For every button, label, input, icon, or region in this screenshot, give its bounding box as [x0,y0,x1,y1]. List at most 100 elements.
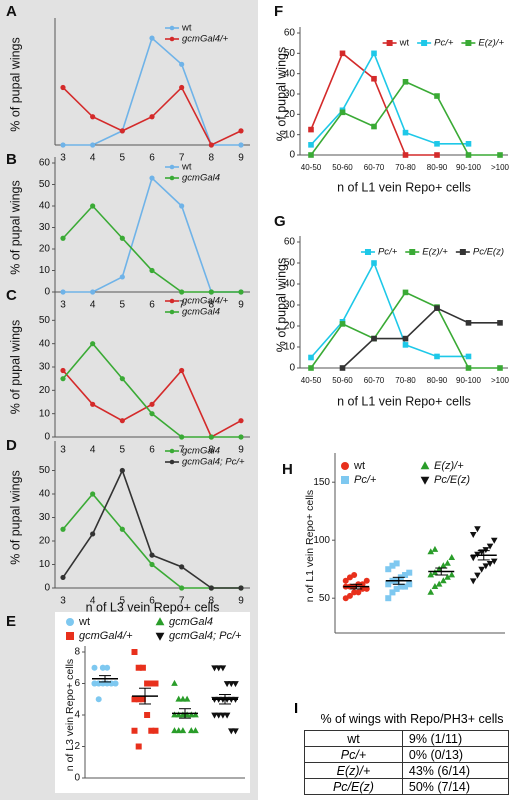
panel-label: A [6,3,17,20]
y-tick-label: 10 [284,342,296,353]
point [90,401,96,407]
point [393,585,400,592]
x-tick-label: 3 [60,596,66,607]
y-tick-label: 4 [74,710,80,721]
x-tick-label: 5 [120,596,126,607]
point [119,467,125,474]
x-tick-label: 3 [60,153,66,164]
y-tick-label: 50 [39,315,51,326]
legend-marker [155,617,165,626]
point [175,727,182,734]
point [208,142,214,148]
point [149,114,155,120]
point [171,727,178,734]
point [465,141,472,147]
panel-e-box [55,612,250,793]
legend: Pc/+ E(z)/+ Pc/E(z) [360,247,504,258]
series-line [341,307,500,369]
x-tick-label: 90-100 [456,376,481,385]
point [402,572,409,578]
point [238,418,244,424]
legend-label: wt [353,460,365,472]
point [474,526,481,533]
point [211,712,218,719]
series-line [310,261,469,359]
point [179,695,187,702]
x-tick-label: 6 [149,300,155,311]
x-tick-label: 90-100 [456,163,481,172]
table-cell: 0% (0/13) [401,746,510,763]
legend-marker [169,164,175,170]
point [149,267,155,274]
point [339,321,346,327]
y-tick-label: 10 [284,129,296,140]
x-tick-label: 70-80 [395,163,416,172]
legend-marker [169,459,175,465]
point [219,712,227,719]
point [469,532,477,538]
point [497,320,503,326]
point [90,114,96,120]
panel-label: B [6,151,17,168]
legend-marker [386,40,393,46]
point [149,401,155,407]
y-tick-label: 100 [313,535,330,546]
point [434,353,440,360]
x-tick-label: 70-80 [395,376,416,385]
panel-label: D [6,437,17,454]
legend-marker [66,632,74,640]
y-tick-label: 20 [39,536,51,547]
x-tick-label: 7 [179,153,185,164]
point [149,552,155,558]
table-cell: 43% (6/14) [401,762,510,779]
y-axis-label: n of L3 vein Repo+ cells [64,659,76,771]
point [342,577,349,584]
point [90,203,96,209]
point [431,583,439,589]
point [402,289,409,296]
point [435,580,443,587]
point [339,365,346,371]
point [219,665,227,672]
point [139,696,146,703]
point [371,50,377,57]
y-axis-label: % of pupal wings [274,47,288,142]
x-tick-label: >100 [491,163,510,172]
legend-marker [169,448,175,454]
point [232,728,239,735]
point [60,574,66,581]
point [371,260,377,266]
point [60,526,66,532]
legend-label: Pc/+ [434,38,454,49]
point [179,564,185,570]
point [402,79,409,85]
x-tick-label: 9 [238,153,244,164]
table-title: % of wings with Repo/PH3+ cells [320,712,504,726]
point [60,235,66,241]
point [486,561,494,567]
point [131,696,138,703]
point [434,93,440,99]
point [112,680,119,687]
point [171,679,178,686]
table-cell: Pc/+ [304,746,403,763]
y-axis-label: % of pupal wings [8,320,22,415]
x-axis-label: n of L1 vein Repo+ cells [337,394,471,408]
point [144,680,151,687]
x-tick-label: 8 [209,596,215,607]
point [427,548,435,555]
point [434,141,440,147]
series-line [310,51,469,146]
y-tick-label: 150 [313,477,330,488]
x-tick-label: 8 [209,445,215,456]
y-tick-label: 50 [39,465,51,476]
point [371,123,377,130]
point [465,320,472,326]
point [402,583,409,590]
legend-marker [155,632,165,641]
legend: wt Pc/+ E(z)/+ [382,38,504,49]
point [478,566,485,573]
point [238,142,244,148]
